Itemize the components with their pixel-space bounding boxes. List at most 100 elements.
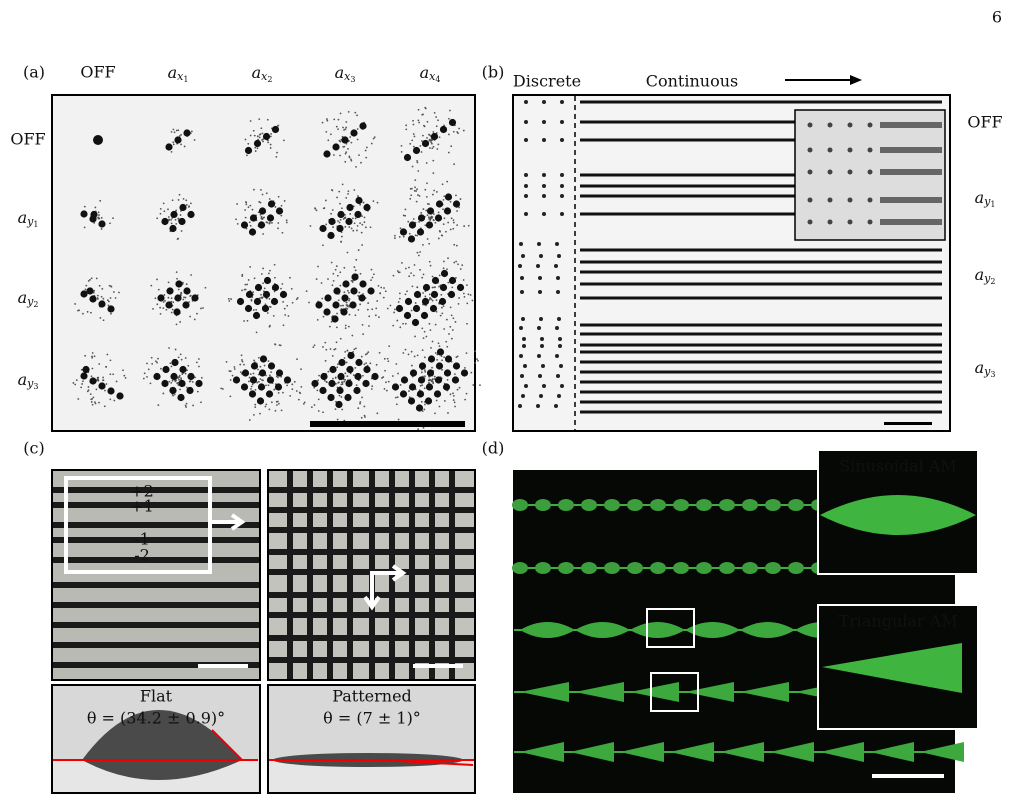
speckle — [184, 404, 187, 407]
speckle — [291, 383, 294, 386]
speckle — [425, 335, 428, 338]
discrete-dot — [560, 100, 564, 104]
dot — [263, 276, 272, 285]
dot — [452, 362, 461, 370]
speckle — [402, 214, 405, 217]
speckle — [265, 192, 268, 195]
speckle — [254, 388, 257, 391]
speckle — [397, 301, 400, 303]
speckle — [348, 298, 351, 300]
dot — [186, 386, 194, 395]
speckle — [408, 232, 411, 235]
speckle — [317, 398, 320, 401]
speckle — [372, 137, 375, 140]
speckle — [342, 218, 345, 220]
speckle — [175, 129, 178, 132]
speckle — [286, 384, 289, 387]
dot — [236, 297, 245, 306]
speckle — [456, 388, 459, 391]
speckle — [247, 206, 250, 209]
speckle — [255, 331, 258, 334]
dot — [338, 358, 346, 367]
dot — [162, 365, 170, 374]
speckle — [452, 394, 455, 397]
subsubscript: 3 — [33, 382, 38, 391]
speckle — [438, 274, 441, 277]
discrete-dot — [555, 354, 559, 358]
speckle — [324, 341, 327, 344]
speckle — [241, 273, 244, 276]
speckle — [332, 272, 335, 275]
speckle — [248, 419, 251, 421]
speckle — [340, 240, 342, 243]
speckle — [340, 207, 343, 210]
speckle — [157, 404, 160, 406]
speckle — [252, 291, 255, 293]
inset-dot — [807, 219, 813, 225]
speckle — [447, 221, 450, 224]
bead — [575, 682, 624, 702]
speckle — [386, 307, 389, 310]
speckle — [103, 405, 106, 408]
bead — [558, 499, 574, 511]
discrete-dot — [537, 354, 541, 358]
speckle — [419, 268, 421, 271]
discrete-dot — [524, 138, 528, 142]
bead — [575, 622, 630, 638]
speckle — [435, 299, 438, 302]
speckle — [354, 269, 357, 272]
bead — [520, 742, 564, 762]
dot — [266, 376, 275, 384]
speckle — [441, 368, 443, 371]
dot — [191, 294, 199, 302]
speckle — [356, 224, 359, 227]
dot — [456, 283, 465, 292]
symbol: a — [18, 370, 28, 389]
speckle — [261, 132, 264, 135]
speckle — [431, 142, 433, 145]
speckle — [357, 407, 360, 410]
speckle — [233, 368, 236, 370]
speckle — [428, 322, 431, 325]
speckle — [322, 244, 324, 247]
speckle — [349, 136, 352, 138]
speckle — [416, 188, 418, 191]
speckle — [361, 244, 364, 246]
speckle — [350, 159, 353, 162]
speckle — [449, 200, 452, 203]
speckle — [102, 379, 105, 382]
speckle — [395, 403, 398, 406]
speckle — [402, 322, 404, 325]
inset-dot — [867, 122, 873, 128]
discrete-dot — [537, 326, 541, 330]
speckle — [266, 312, 269, 314]
dot — [351, 273, 359, 281]
speckle — [418, 121, 421, 124]
dot — [332, 143, 340, 151]
speckle — [257, 368, 259, 371]
speckle — [89, 278, 91, 281]
speckle — [412, 133, 415, 135]
speckle — [376, 201, 379, 204]
dot — [320, 372, 328, 381]
speckle — [356, 114, 358, 117]
speckle — [433, 189, 436, 192]
dot — [438, 297, 447, 306]
speckle — [437, 237, 440, 240]
speckle — [252, 372, 255, 375]
speckle — [432, 219, 435, 221]
speckle — [409, 197, 412, 200]
speckle — [340, 235, 343, 238]
speckle — [443, 217, 446, 220]
speckle — [422, 243, 424, 246]
symbol: a — [975, 358, 985, 377]
speckle — [236, 203, 239, 205]
speckle — [283, 139, 285, 142]
bead — [820, 495, 976, 535]
dot — [349, 301, 357, 309]
speckle — [428, 138, 431, 141]
speckle — [398, 236, 401, 238]
speckle — [84, 288, 87, 291]
dot — [429, 304, 438, 313]
speckle — [261, 193, 264, 196]
